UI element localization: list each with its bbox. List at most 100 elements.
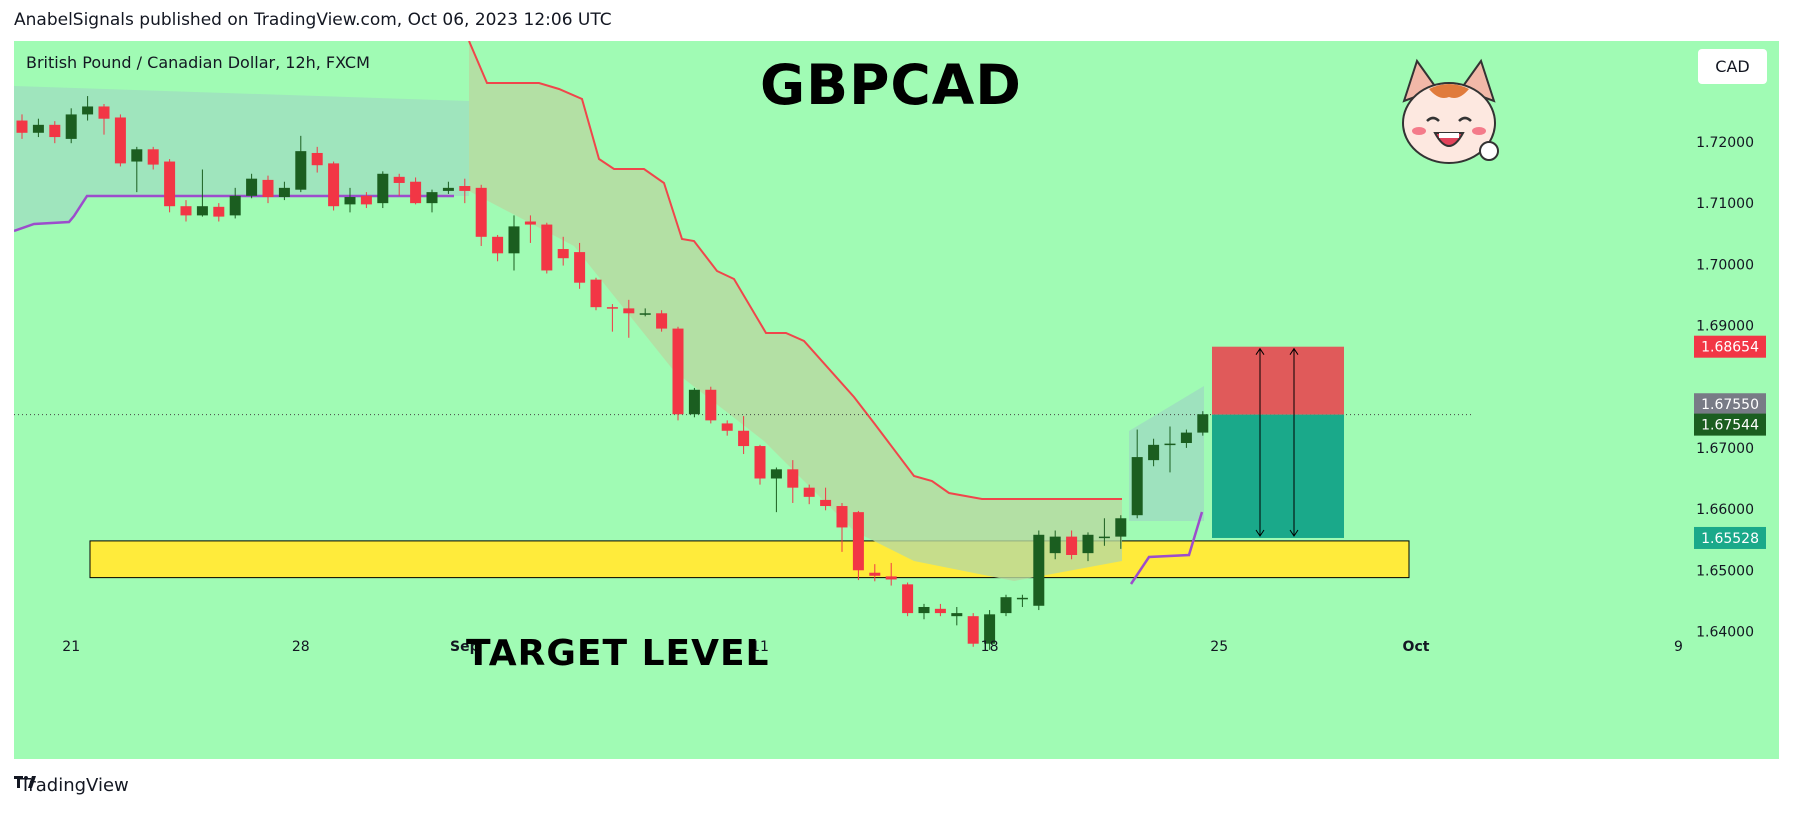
x-tick-label: 25 [1210, 639, 1228, 655]
candle-body [639, 313, 651, 315]
price-label-text: 1.67550 [1701, 397, 1759, 413]
candle-body [557, 249, 569, 259]
candle-body [967, 616, 979, 644]
candle-body [49, 124, 61, 138]
price-label-box [1694, 335, 1766, 358]
position-arrow-head-top-0 [1255, 347, 1265, 355]
x-tick-label: Oct [1403, 639, 1430, 655]
candle-body [672, 328, 684, 415]
candle-body [410, 181, 422, 204]
candle-body [590, 279, 602, 308]
chart-area[interactable]: 1.72000 1.71000 1.70000 1.69000 1.67000 1.660… [14, 41, 1779, 759]
candle-body [623, 308, 635, 314]
cat-head [1402, 82, 1496, 164]
price-label-box [1694, 413, 1766, 436]
candle-body [869, 572, 881, 576]
candle-body [1098, 536, 1110, 539]
price-label-text: 1.67544 [1701, 418, 1759, 434]
candle-body [1197, 414, 1209, 433]
candle-body [1131, 457, 1143, 516]
candle-body [820, 499, 832, 507]
candle-body [524, 221, 536, 225]
candle-body [1164, 443, 1176, 446]
candle-body [360, 195, 372, 205]
candle-body [229, 195, 241, 216]
currency-button[interactable]: CAD [1698, 49, 1767, 84]
candle-body [656, 313, 668, 329]
position-arrow-head-bottom-0 [1255, 529, 1265, 537]
candle-body [705, 389, 717, 421]
candle-body [606, 307, 618, 309]
candle-body [16, 120, 28, 133]
candle-body [459, 186, 471, 191]
price-chart[interactable]: 1.72000 1.71000 1.70000 1.69000 1.67000 1.660… [14, 41, 1779, 759]
candle-body [1066, 536, 1078, 555]
candle-body [426, 192, 438, 204]
x-tick-label: 11 [751, 639, 769, 655]
candle-body [721, 423, 733, 431]
candle-body [574, 252, 586, 283]
y-tick-label: 1.65000 [1696, 563, 1754, 579]
cat-teeth [1439, 133, 1459, 138]
candle-body [246, 178, 258, 196]
candle-body [32, 124, 44, 133]
footer-brand[interactable]: TradingView [14, 775, 129, 796]
candle-body [738, 430, 750, 447]
support-trail-line-left [14, 194, 454, 233]
publisher-header: AnabelSignals published on TradingView.c… [14, 10, 612, 30]
candle-body [393, 176, 405, 183]
candle-body [836, 506, 848, 528]
price-label-box [1694, 393, 1766, 416]
candle-body [770, 469, 782, 479]
y-tick-label: 1.72000 [1696, 135, 1754, 151]
candle-body [82, 106, 94, 115]
y-tick-label: 1.64000 [1696, 624, 1754, 640]
candle-body [754, 446, 766, 479]
position-arrow-head-bottom-1 [1289, 529, 1299, 537]
candle-body [442, 187, 454, 191]
candle-body [1016, 597, 1028, 600]
y-tick-label: 1.69000 [1696, 319, 1754, 335]
resistance-trail-line [468, 41, 1122, 500]
target-zone-band [89, 540, 1410, 579]
candle-body [147, 149, 159, 165]
symbol-description: British Pound / Canadian Dollar, 12h, FX… [26, 53, 370, 72]
price-label-box [1694, 526, 1766, 549]
candle-body [180, 206, 192, 216]
candle-body [475, 187, 487, 237]
y-tick-label: 1.71000 [1696, 196, 1754, 212]
candle-body [1180, 432, 1192, 444]
target-level-label: TARGET LEVEL [466, 633, 770, 674]
candle-body [852, 512, 864, 571]
x-tick-label: 21 [62, 639, 80, 655]
support-trail-line-right [1129, 511, 1204, 585]
candle-body [278, 187, 290, 198]
candle-body [688, 389, 700, 415]
candle-body [164, 161, 176, 207]
candle-body [1148, 444, 1160, 461]
candle-body [951, 613, 963, 617]
candle-body [885, 576, 897, 580]
cat-blush-left [1412, 127, 1426, 135]
downtrend-shade [469, 41, 1122, 581]
candle-body [902, 584, 914, 614]
candle-body [541, 224, 553, 271]
candle-body [377, 173, 389, 204]
candle-body [918, 606, 930, 614]
candle-body [311, 152, 323, 166]
candle-body [262, 179, 274, 198]
candle-body [787, 469, 799, 488]
price-label-text: 1.65528 [1701, 531, 1759, 547]
candle-body [1049, 536, 1061, 554]
x-tick-label: 18 [981, 639, 999, 655]
candle-body [295, 151, 307, 190]
candle-body [1000, 597, 1012, 614]
candle-body [328, 163, 340, 207]
candle-body [98, 106, 110, 119]
x-tick-label: 28 [292, 639, 310, 655]
stop-loss-zone [1212, 346, 1344, 415]
candle-body [1033, 534, 1045, 606]
price-label-text: 1.68654 [1701, 340, 1759, 356]
candle-body [508, 226, 520, 254]
candle-body [1082, 534, 1094, 554]
